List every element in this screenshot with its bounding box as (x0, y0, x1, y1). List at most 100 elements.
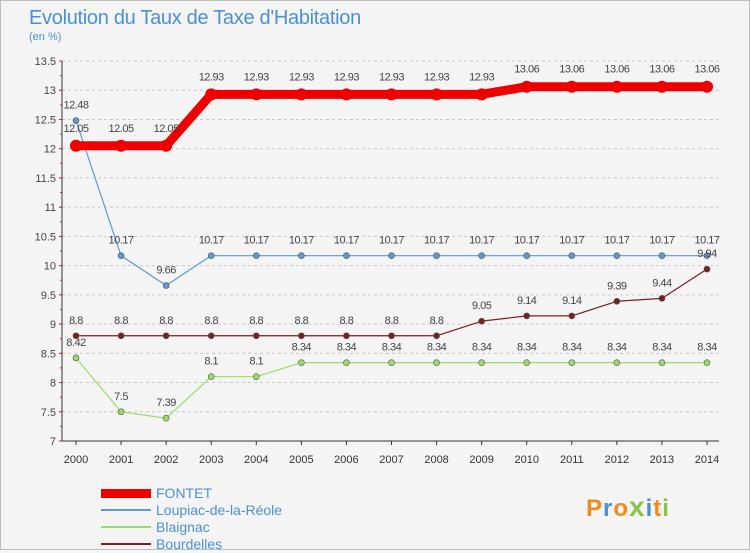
data-label: 12.48 (63, 100, 88, 112)
data-label: 9.39 (607, 280, 627, 292)
data-point (655, 80, 668, 93)
data-point (703, 359, 711, 366)
y-tick-label: 9 (50, 319, 56, 331)
data-point (205, 88, 218, 101)
data-point (295, 88, 308, 101)
legend-swatch (101, 488, 151, 498)
data-point (162, 282, 170, 289)
data-point (207, 373, 215, 380)
data-label: 9.05 (472, 300, 492, 312)
data-point (162, 332, 170, 340)
data-point (385, 88, 398, 101)
y-tick-label: 11 (45, 202, 56, 214)
data-point (565, 80, 578, 93)
y-tick-label: 13 (44, 85, 56, 97)
data-label: 10.17 (694, 235, 719, 247)
data-label: 8.1 (249, 356, 263, 368)
chart-title: Evolution du Taux de Taxe d'Habitation (29, 7, 361, 29)
data-label: 9.94 (697, 248, 717, 260)
data-point (117, 252, 125, 259)
y-tick-label: 9.5 (41, 290, 56, 302)
data-label: 12.93 (469, 71, 494, 83)
data-label: 9.44 (652, 277, 672, 289)
y-tick-label: 12.5 (35, 114, 56, 126)
x-tick-label: 2001 (109, 454, 133, 466)
data-point (298, 252, 305, 259)
data-label: 7.39 (156, 397, 176, 409)
legend-swatch (101, 543, 151, 545)
data-label: 8.8 (114, 315, 128, 327)
data-point (162, 414, 170, 422)
data-label: 8.34 (562, 342, 582, 354)
x-tick-label: 2012 (605, 454, 629, 466)
data-point (388, 359, 395, 366)
data-point (478, 252, 485, 259)
data-label: 8.34 (292, 342, 312, 354)
data-label: 10.17 (379, 235, 404, 247)
data-label: 12.93 (199, 71, 224, 83)
data-point (252, 332, 260, 340)
data-point (523, 312, 531, 320)
data-label: 10.17 (559, 235, 584, 247)
data-label: 13.06 (604, 64, 629, 76)
legend-label: Blaignac (156, 519, 210, 535)
data-label: 12.05 (154, 123, 179, 135)
data-label: 10.17 (199, 235, 224, 247)
x-tick-label: 2003 (199, 454, 223, 466)
data-label: 9.14 (562, 295, 582, 307)
data-label: 8.34 (697, 342, 717, 354)
data-label: 10.17 (469, 235, 494, 247)
data-label: 8.8 (294, 315, 308, 327)
data-label: 7.5 (114, 391, 128, 403)
data-point (658, 359, 666, 366)
legend-swatch (101, 509, 151, 511)
data-point (430, 88, 443, 101)
data-label: 8.8 (340, 315, 354, 327)
data-label: 10.17 (424, 235, 449, 247)
data-point (701, 80, 713, 93)
data-label: 10.17 (334, 235, 359, 247)
x-tick-label: 2005 (289, 454, 313, 466)
plot-area (62, 61, 719, 441)
x-tick-label: 2000 (64, 454, 88, 466)
y-tick-label: 10.5 (35, 231, 56, 243)
data-label: 12.05 (63, 123, 88, 135)
data-label: 12.05 (109, 123, 134, 135)
data-point (523, 359, 531, 366)
data-point (433, 252, 440, 259)
legend-item: Blaignac (101, 519, 421, 536)
x-tick-label: 2009 (469, 454, 493, 466)
legend-swatch (101, 526, 151, 528)
data-label: 8.34 (472, 342, 492, 354)
legend-item: Loupiac-de-la-Réole (101, 502, 421, 519)
data-label: 12.93 (289, 71, 314, 83)
data-point (207, 332, 215, 340)
x-tick-label: 2013 (650, 454, 674, 466)
data-label: 9.14 (517, 295, 537, 307)
x-tick-label: 2011 (560, 454, 584, 466)
data-point (703, 265, 711, 273)
data-label: 12.93 (244, 71, 269, 83)
data-point (252, 252, 260, 259)
data-point (658, 252, 666, 259)
data-point (523, 252, 531, 259)
data-label: 13.06 (649, 64, 674, 76)
data-label: 8.42 (66, 337, 86, 349)
y-tick-label: 10 (44, 261, 56, 273)
data-point (117, 332, 125, 340)
data-point (343, 252, 350, 259)
data-point (72, 332, 80, 340)
data-point (298, 332, 305, 340)
x-tick-label: 2002 (154, 454, 178, 466)
data-point (340, 88, 353, 101)
x-tick-label: 2007 (379, 454, 403, 466)
legend-label: Bourdelles (156, 536, 223, 552)
data-label: 8.8 (69, 315, 83, 327)
data-point (433, 359, 440, 366)
data-label: 13.06 (559, 64, 584, 76)
y-tick-label: 7.5 (41, 407, 56, 419)
data-point (207, 252, 215, 259)
data-point (343, 359, 350, 366)
